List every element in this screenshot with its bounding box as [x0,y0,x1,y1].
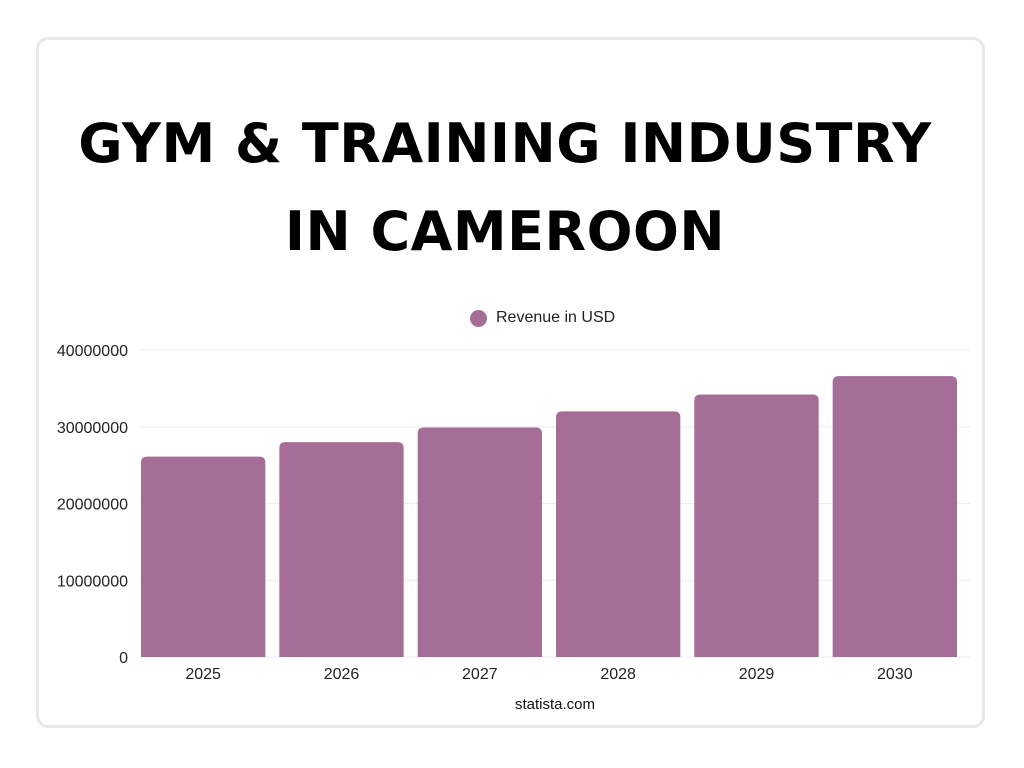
title-line-2: IN CAMEROON [284,200,726,263]
x-tick-label: 2028 [600,666,636,683]
legend-label: Revenue in USD [496,309,616,326]
y-tick-label: 40000000 [57,343,128,360]
y-tick-label: 20000000 [57,497,128,514]
bar [141,456,266,657]
x-tick-label: 2030 [877,666,913,683]
source-label: statista.com [514,696,596,713]
legend: Revenue in USD [470,306,615,330]
x-tick-label: 2027 [462,666,498,683]
chart-title: GYM & TRAINING INDUSTRY IN CAMEROON [0,100,1010,276]
bar [556,411,681,657]
bar [694,394,819,657]
title-line-1: GYM & TRAINING INDUSTRY [78,112,932,175]
bar [279,442,404,657]
legend-swatch [470,309,487,327]
y-tick-label: 30000000 [57,420,128,437]
x-tick-label: 2026 [324,666,360,683]
x-tick-label: 2029 [739,666,775,683]
x-tick-label: 2025 [185,666,221,683]
bar [832,376,957,657]
bar [417,427,542,657]
y-tick-label: 0 [119,650,128,667]
y-tick-label: 10000000 [57,573,128,590]
